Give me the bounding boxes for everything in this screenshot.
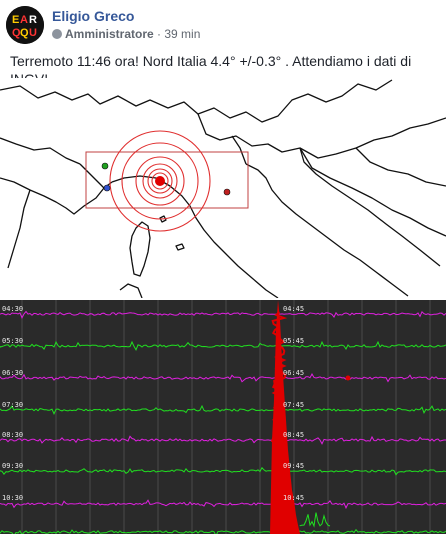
avatar-letter-5: Q bbox=[20, 27, 29, 39]
seismic-trace bbox=[0, 404, 446, 416]
post-meta: Amministratore · 39 min bbox=[52, 27, 200, 41]
left-time-label: 08:30 bbox=[2, 431, 23, 439]
left-time-label: 04:30 bbox=[2, 305, 23, 313]
left-time-label: 10:30 bbox=[2, 494, 23, 502]
right-time-label: 06:45 bbox=[283, 369, 304, 377]
right-time-label: 04:45 bbox=[283, 305, 304, 313]
left-time-label: 05:30 bbox=[2, 337, 23, 345]
earthquake-map-image[interactable] bbox=[0, 78, 446, 299]
avatar-letter-4: Q bbox=[12, 27, 21, 39]
author-role: Amministratore bbox=[65, 27, 154, 41]
right-time-label: 10:45 bbox=[283, 494, 304, 502]
right-time-label: 05:45 bbox=[283, 337, 304, 345]
seismic-trace bbox=[0, 466, 446, 476]
post-header: E A R Q Q U Eligio Greco Amministratore … bbox=[0, 0, 446, 46]
event-marker-icon bbox=[345, 375, 351, 381]
seismic-trace bbox=[0, 340, 446, 352]
right-time-label: 08:45 bbox=[283, 431, 304, 439]
left-time-label: 09:30 bbox=[2, 462, 23, 470]
right-time-label: 07:45 bbox=[283, 401, 304, 409]
seismic-trace bbox=[0, 499, 446, 510]
meta-separator: · bbox=[157, 27, 162, 41]
seismic-trace bbox=[0, 435, 446, 445]
seismic-trace bbox=[0, 372, 446, 383]
right-time-label: 09:45 bbox=[283, 462, 304, 470]
left-time-label: 07:30 bbox=[2, 401, 23, 409]
page-logo-icon: E A R Q Q U bbox=[6, 6, 44, 44]
admin-badge-icon bbox=[52, 29, 62, 39]
avatar[interactable]: E A R Q Q U bbox=[6, 6, 44, 44]
left-time-label: 06:30 bbox=[2, 369, 23, 377]
author-name[interactable]: Eligio Greco bbox=[52, 8, 135, 24]
quake-burst bbox=[270, 300, 300, 534]
epicenter-icon bbox=[155, 176, 165, 186]
avatar-letter-2: A bbox=[20, 14, 28, 26]
avatar-letter-3: R bbox=[29, 14, 37, 26]
aftershock-trace bbox=[299, 512, 331, 528]
avatar-letter-1: E bbox=[12, 14, 19, 26]
avatar-letter-6: U bbox=[29, 27, 37, 39]
post-time[interactable]: 39 min bbox=[164, 27, 201, 41]
seismic-trace bbox=[0, 310, 446, 319]
quake-trace bbox=[270, 311, 288, 535]
seismic-trace bbox=[0, 528, 446, 537]
seismogram-image[interactable]: 04:30 05:30 06:30 07:30 08:30 09:30 10:30 04:45… bbox=[0, 300, 446, 537]
map-drawing bbox=[0, 79, 446, 299]
seismogram-drawing: 04:30 05:30 06:30 07:30 08:30 09:30 10:30 04:45… bbox=[0, 300, 446, 537]
